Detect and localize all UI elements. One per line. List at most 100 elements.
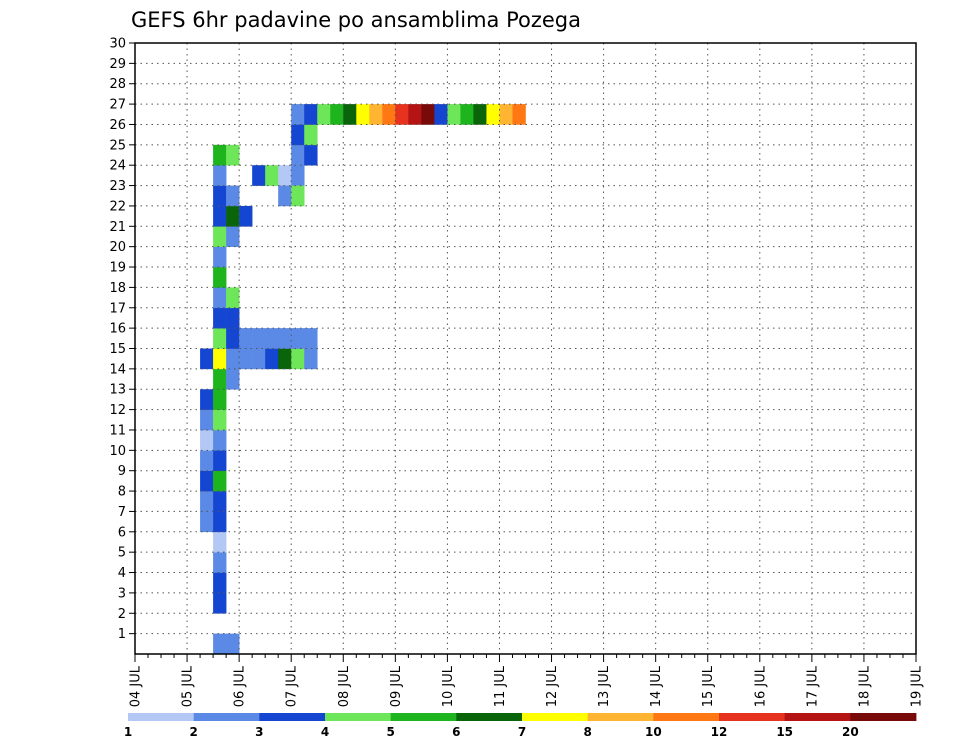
- heatmap-cell: [200, 409, 214, 431]
- y-tick-label: 16: [109, 322, 126, 337]
- colorbar-label: 10: [645, 725, 662, 739]
- y-tick-label: 10: [109, 444, 126, 459]
- heatmap-cell: [213, 144, 227, 166]
- x-tick-label: 08 JUL: [337, 665, 352, 707]
- heatmap-cell: [291, 104, 305, 125]
- x-tick-label: 18 JUL: [857, 665, 872, 707]
- colorbar-swatch: [850, 713, 917, 721]
- y-tick-label: 22: [109, 199, 126, 214]
- x-tick-label: 09 JUL: [389, 665, 404, 707]
- heatmap-cell: [213, 409, 227, 431]
- heatmap-cell: [213, 470, 227, 492]
- y-tick-label: 7: [118, 505, 126, 520]
- y-tick-label: 21: [109, 220, 126, 235]
- heatmap-cell: [304, 124, 318, 146]
- y-tick-label: 29: [109, 57, 126, 72]
- colorbar-label: 8: [583, 725, 591, 739]
- colorbar-swatch: [653, 713, 720, 721]
- y-tick-label: 3: [118, 586, 126, 601]
- heatmap-cell: [239, 328, 253, 349]
- x-tick-label: 10 JUL: [441, 665, 456, 707]
- heatmap-cell: [278, 165, 292, 186]
- y-tick-label: 4: [118, 566, 126, 581]
- heatmap-cell: [317, 104, 331, 125]
- heatmap-cell: [226, 205, 240, 227]
- heatmap-cell: [304, 348, 318, 370]
- x-tick-label: 12 JUL: [545, 665, 560, 707]
- heatmap-cell: [499, 104, 513, 125]
- y-tick-label: 5: [118, 546, 126, 561]
- heatmap-cell: [356, 104, 370, 125]
- heatmap-cell: [382, 104, 396, 125]
- colorbar-swatch: [128, 713, 195, 721]
- x-tick-label: 11 JUL: [493, 665, 508, 707]
- heatmap-cell: [213, 429, 227, 451]
- x-tick-label: 19 JUL: [910, 665, 925, 707]
- heatmap-cell: [213, 450, 227, 471]
- x-tick-label: 06 JUL: [233, 665, 248, 707]
- heatmap-cell: [213, 348, 227, 370]
- heatmap-cell: [239, 348, 253, 370]
- heatmap-cell: [213, 328, 227, 349]
- chart-title: GEFS 6hr padavine po ansamblima Pozega: [131, 8, 581, 32]
- colorbar-swatch: [390, 713, 457, 721]
- y-tick-label: 28: [109, 77, 126, 92]
- heatmap-cell: [512, 104, 526, 125]
- heatmap-cell: [473, 104, 487, 125]
- heatmap-cell: [343, 104, 357, 125]
- x-axis-ticks: 04 JUL 05 JUL 06 JUL 07 JUL 08 JUL 09 JUL 10 J…: [129, 654, 925, 707]
- colorbar-swatch: [456, 713, 523, 721]
- y-tick-label: 20: [109, 240, 126, 255]
- heatmap-cell: [291, 328, 305, 349]
- colorbar-label: 12: [711, 725, 728, 739]
- colorbar-label: 2: [189, 725, 197, 739]
- y-tick-label: 6: [118, 525, 126, 540]
- heatmap-cell: [252, 348, 266, 370]
- heatmap-cell: [226, 144, 240, 166]
- colorbar-swatch: [259, 713, 326, 721]
- heatmap-cell: [213, 491, 227, 512]
- heatmap-cell: [291, 144, 305, 166]
- colorbar-legend: 1 2 3 4 5 6 7 8 10 12 15 20: [124, 713, 917, 739]
- colorbar-swatch: [784, 713, 851, 721]
- colorbar-label: 4: [321, 725, 329, 739]
- x-tick-label: 05 JUL: [181, 665, 196, 707]
- heatmap-cell: [213, 572, 227, 594]
- heatmap-cell: [330, 104, 344, 125]
- x-tick-label: 16 JUL: [753, 665, 768, 707]
- y-tick-label: 18: [109, 281, 126, 296]
- heatmap-cell: [265, 165, 279, 186]
- colorbar-label: 3: [255, 725, 263, 739]
- colorbar-label: 20: [842, 725, 859, 739]
- y-tick-label: 8: [118, 485, 126, 500]
- colorbar-label: 7: [518, 725, 526, 739]
- colorbar-label: 6: [452, 725, 460, 739]
- colorbar-label: 15: [776, 725, 793, 739]
- colorbar-swatch: [719, 713, 786, 721]
- y-tick-label: 11: [109, 423, 126, 438]
- y-tick-label: 13: [109, 383, 126, 398]
- colorbar-swatch: [522, 713, 589, 721]
- heatmap-cell: [408, 104, 422, 125]
- heatmap-cell: [291, 124, 305, 146]
- heatmap-cell: [291, 348, 305, 370]
- heatmap-cell: [265, 328, 279, 349]
- heatmap-cell: [252, 328, 266, 349]
- heatmap-cell: [213, 287, 227, 309]
- heatmap-cell: [213, 267, 227, 288]
- heatmap-cell: [200, 491, 214, 512]
- heatmap-cell: [200, 450, 214, 471]
- heatmap-cells: [200, 104, 526, 655]
- colorbar-label: 1: [124, 725, 132, 739]
- x-tick-label: 15 JUL: [701, 665, 716, 707]
- x-tick-label: 14 JUL: [649, 665, 664, 707]
- heatmap-cell: [213, 226, 227, 247]
- y-tick-label: 25: [109, 138, 126, 153]
- heatmap-cell: [226, 633, 240, 655]
- y-tick-label: 27: [109, 98, 126, 113]
- heatmap-cell: [447, 104, 461, 125]
- heatmap-cell: [200, 348, 214, 370]
- heatmap-cell: [200, 470, 214, 492]
- heatmap-cell: [213, 633, 227, 655]
- grid-lines: [135, 43, 916, 654]
